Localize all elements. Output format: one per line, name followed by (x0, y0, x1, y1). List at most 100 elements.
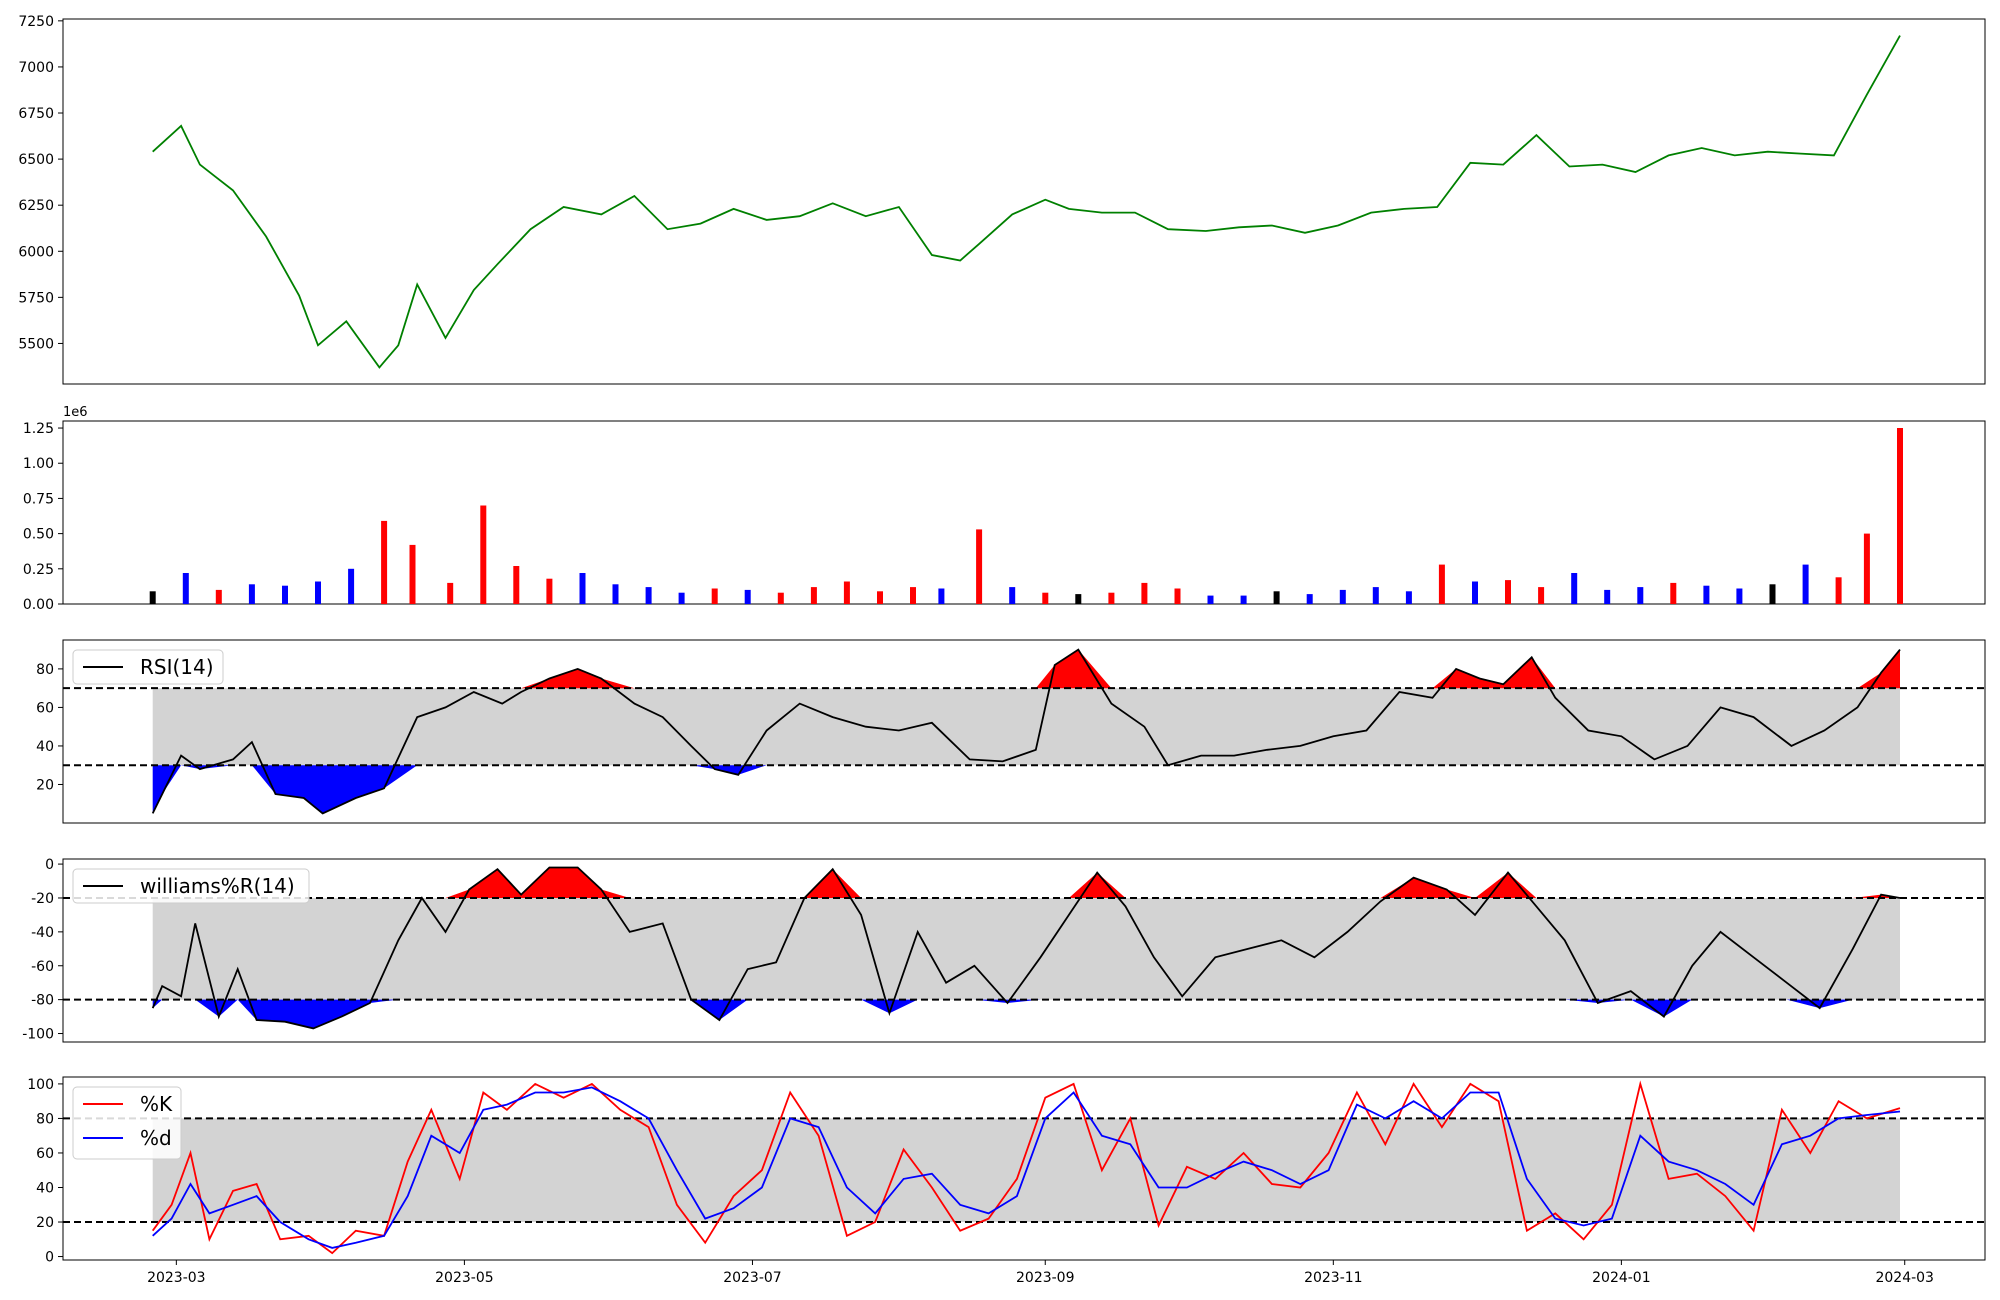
volume-bar (447, 582, 454, 604)
rsi-legend-box (72, 649, 224, 685)
volume-bar (1736, 588, 1743, 604)
volume-ytick-label: 0.00 (23, 597, 54, 613)
d-line (152, 1086, 1901, 1249)
williams-legend-label: williams%R(14) (140, 874, 295, 898)
d-legend-label: %d (140, 1126, 172, 1150)
rsi-legend-label: RSI(14) (140, 655, 214, 679)
stochastic-axes-frame (62, 1076, 1986, 1261)
rsi-ytick-label: 80 (36, 662, 54, 678)
volume-bar (513, 566, 520, 604)
williams-ytick-label: -40 (31, 925, 54, 941)
volume-bar (1571, 573, 1578, 604)
price-ytick-label: 6500 (18, 152, 54, 168)
volume-offset-label: 1e6 (63, 405, 88, 420)
volume-bar (348, 568, 355, 604)
williams-ytick-label: -20 (31, 891, 54, 907)
price-line (152, 35, 1901, 369)
x-tick-label: 2023-05 (435, 1270, 494, 1286)
volume-bar (938, 588, 945, 604)
volume-bar (1438, 564, 1445, 604)
stochastic-ytick-label: 100 (27, 1077, 54, 1093)
price-ytick-label: 5500 (18, 336, 54, 352)
volume-bar (843, 581, 850, 604)
williams-y-ticks: -100 -80 -60 -40 -20 0 (22, 857, 63, 1043)
volume-ytick-label: 0.50 (23, 527, 54, 543)
volume-bar (1769, 584, 1776, 604)
williams-ytick-label: -60 (31, 959, 54, 975)
volume-bar (678, 592, 685, 604)
volume-bar (248, 584, 255, 604)
price-ytick-label: 7000 (18, 60, 54, 76)
volume-bar (480, 505, 487, 604)
price-y-ticks: 5500 5750 6000 6250 6500 6750 7000 7250 (18, 14, 63, 352)
stochastic-legend: %K %d (72, 1086, 182, 1160)
price-panel: 5500 5750 6000 6250 6500 6750 7000 7250 (18, 14, 1986, 385)
stochastic-x-ticks: 2023-03 2023-05 2023-07 2023-09 2023-11 2024-… (147, 1260, 1934, 1286)
williams-legend-box (72, 868, 310, 904)
volume-bar (1637, 587, 1644, 604)
price-ytick-label: 5750 (18, 290, 54, 306)
volume-bar (645, 587, 652, 604)
volume-bar (1273, 591, 1280, 604)
volume-panel: 1e6 0.00 0.25 0.50 0.75 1.00 1.25 (23, 405, 1986, 613)
rsi-y-ticks: 20 40 60 80 (36, 662, 63, 793)
williams-axes-frame (62, 858, 1986, 1043)
rsi-line (151, 648, 1901, 815)
volume-bar (546, 578, 553, 604)
stochastic-ytick-label: 80 (36, 1111, 54, 1127)
volume-bar (877, 591, 883, 604)
stochastic-ytick-label: 40 (36, 1180, 54, 1196)
stochastic-ytick-label: 60 (36, 1146, 54, 1162)
volume-y-ticks: 0.00 0.25 0.50 0.75 1.00 1.25 (23, 421, 63, 613)
williams-ytick-label: 0 (45, 857, 54, 873)
volume-bar (1372, 587, 1379, 604)
volume-bar (1863, 533, 1870, 604)
x-tick-label: 2024-01 (1592, 1270, 1651, 1286)
x-tick-label: 2023-03 (147, 1270, 206, 1286)
volume-bar (1339, 589, 1346, 604)
x-tick-label: 2023-09 (1016, 1270, 1075, 1286)
rsi-axes-frame (62, 639, 1986, 824)
volume-bar (910, 587, 916, 604)
volume-bar (1505, 580, 1511, 604)
williams-ytick-label: -100 (22, 1027, 54, 1043)
rsi-ytick-label: 20 (36, 777, 54, 793)
price-ytick-label: 6000 (18, 244, 54, 260)
volume-bar (1141, 582, 1148, 604)
williams-oversold-fill (152, 999, 1901, 1029)
volume-bar (1703, 585, 1710, 604)
volume-bar (744, 589, 751, 604)
k-line (151, 1080, 1901, 1255)
volume-bar (1405, 591, 1412, 604)
volume-ytick-label: 0.75 (23, 491, 54, 507)
volume-bar (1042, 592, 1049, 604)
x-tick-label: 2023-07 (723, 1270, 782, 1286)
williams-overbought-fill (152, 867, 1901, 898)
price-ytick-label: 6750 (18, 106, 54, 122)
price-axes-frame (62, 18, 1986, 385)
volume-bar (1009, 587, 1016, 604)
rsi-ytick-label: 60 (36, 700, 54, 716)
williams-legend: williams%R(14) (72, 868, 310, 904)
volume-bar (612, 584, 619, 604)
volume-ytick-label: 0.25 (23, 562, 54, 578)
stochastic-y-ticks: 0 20 40 60 80 100 (27, 1077, 63, 1266)
volume-bar (1174, 588, 1181, 604)
volume-bar (409, 544, 416, 604)
williams-panel: -100 -80 -60 -40 -20 0 williams%R(14) (22, 857, 1986, 1043)
volume-bar (1604, 589, 1611, 604)
rsi-overbought-fill (152, 649, 1901, 689)
price-plot-area (152, 35, 1901, 369)
volume-bar (1075, 594, 1082, 604)
price-ytick-label: 6250 (18, 198, 54, 214)
volume-axes-frame (62, 420, 1986, 605)
x-tick-label: 2023-11 (1304, 1270, 1363, 1286)
volume-ytick-label: 1.25 (23, 421, 54, 437)
volume-bar (777, 592, 784, 604)
williams-line (151, 866, 1901, 1030)
k-legend-label: %K (140, 1092, 173, 1116)
williams-neutral-band (152, 898, 1901, 1000)
volume-bar (1670, 582, 1677, 604)
